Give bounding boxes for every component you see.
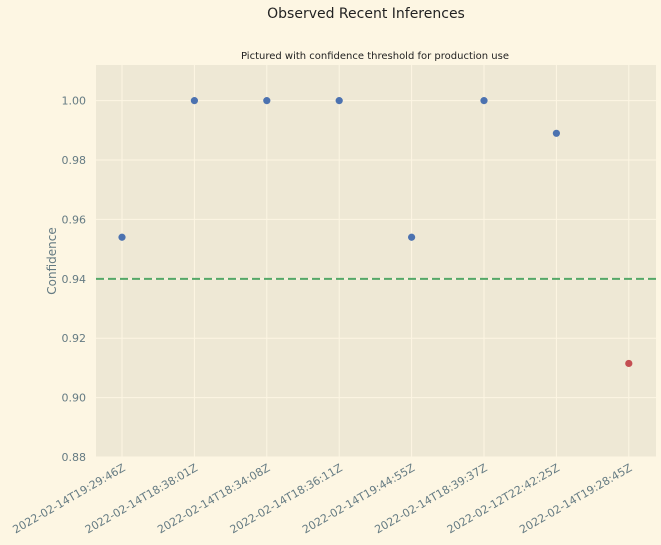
y-axis-label: Confidence [45,227,59,294]
data-point-2 [263,97,271,105]
y-tick-label-4: 0.96 [62,213,87,226]
data-points [118,97,633,368]
grid [96,65,656,458]
y-tick-label-3: 0.94 [62,273,87,286]
y-tick-label-1: 0.90 [62,392,87,405]
y-tick-label-0: 0.88 [62,451,87,464]
chart-subtitle: Pictured with confidence threshold for p… [241,51,509,62]
chart-title: Observed Recent Inferences [267,6,465,22]
data-point-1 [190,97,198,105]
data-point-7 [625,359,633,368]
x-tick-label-0: 2022-02-14T19:29:46Z [11,461,128,536]
plot-area [96,65,656,457]
y-axis-ticks: 0.88 0.90 0.92 0.94 0.96 0.98 1.00 [62,95,87,464]
data-point-3 [335,97,343,105]
data-point-6 [552,129,561,137]
y-tick-label-5: 0.98 [62,154,87,167]
data-point-5 [480,97,488,105]
y-tick-label-6: 1.00 [62,95,87,108]
data-point-0 [118,233,126,241]
data-point-4 [408,233,416,241]
y-tick-label-2: 0.92 [62,332,87,345]
x-axis-ticks: 2022-02-14T19:29:46Z2022-02-14T18:38:01Z… [11,461,635,536]
